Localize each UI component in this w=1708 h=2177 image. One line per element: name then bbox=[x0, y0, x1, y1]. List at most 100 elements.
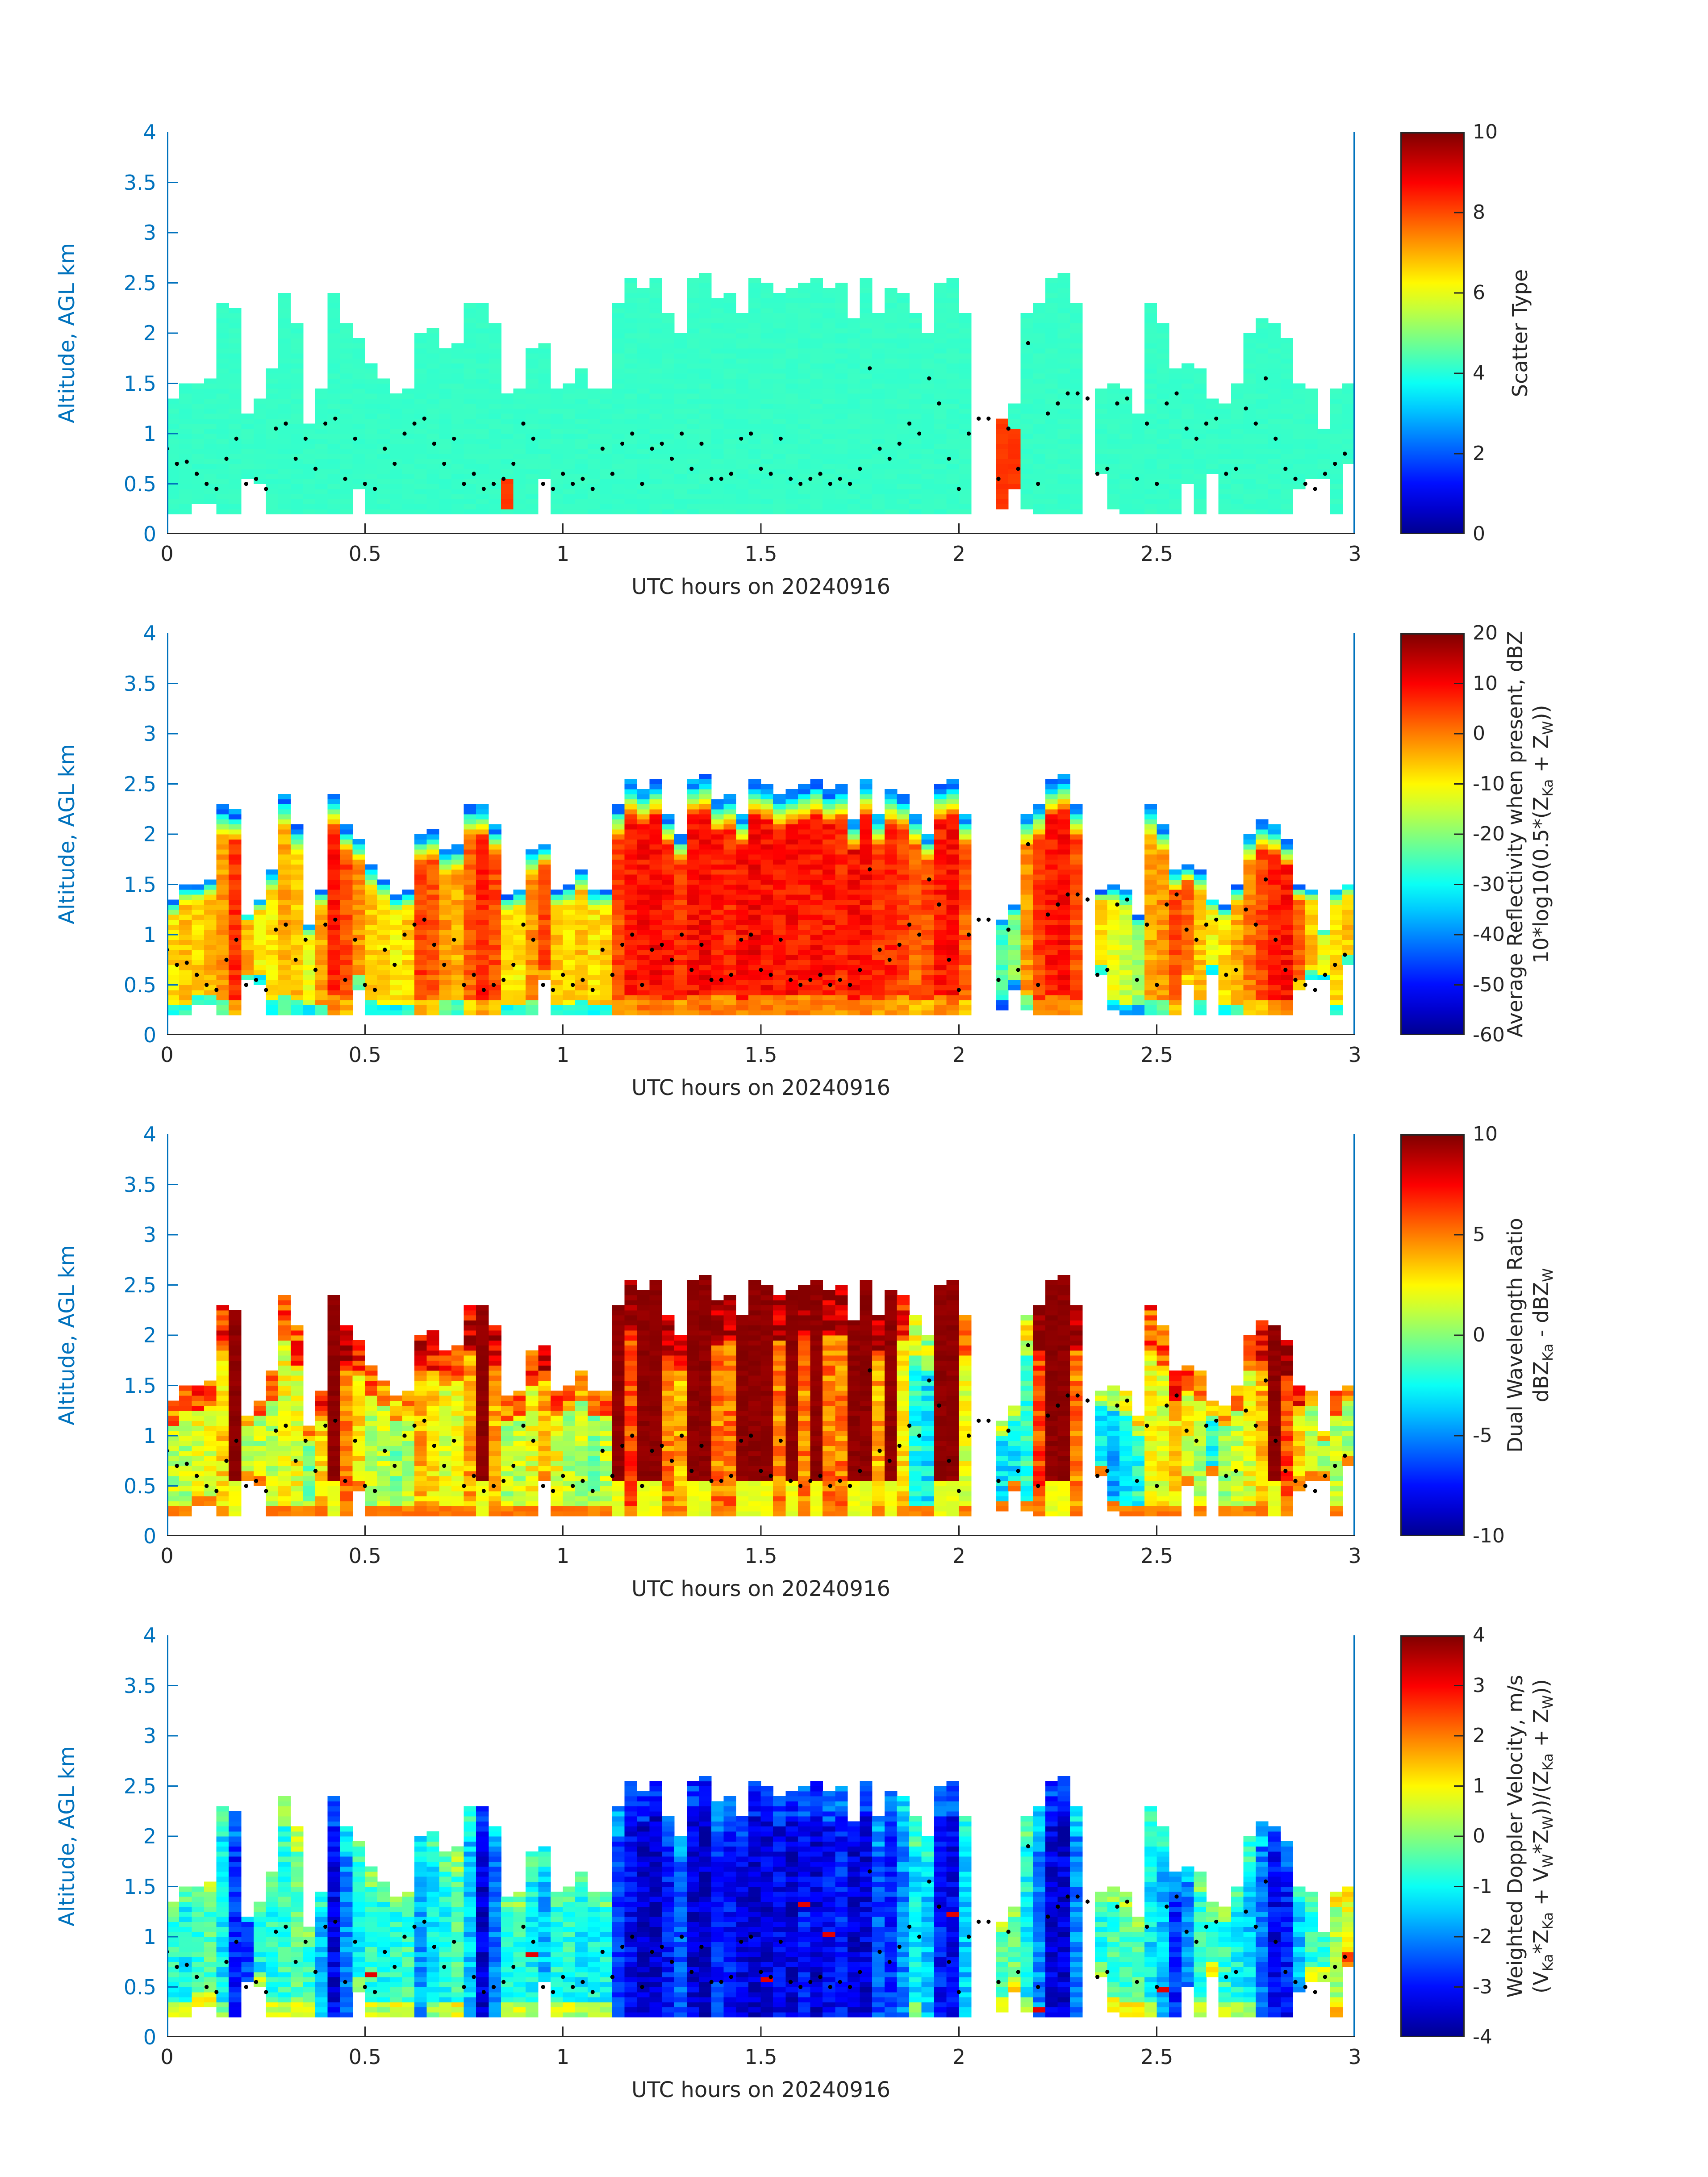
x-tick-label-0.5: 0.5 bbox=[348, 1544, 381, 1568]
y-axis-label: Altitude, AGL km bbox=[54, 1245, 79, 1425]
x-tick-label-3: 3 bbox=[1348, 542, 1361, 566]
x-tick-label-1.5: 1.5 bbox=[744, 1043, 777, 1067]
x-tick-label-0.5: 0.5 bbox=[348, 2045, 381, 2069]
colorbar-tick-average-reflectivity--60: -60 bbox=[1473, 1024, 1505, 1046]
colorbar-title-line: Weighted Doppler Velocity, m/s bbox=[1503, 1675, 1527, 1998]
y-tick-label-0: 0 bbox=[143, 1524, 156, 1548]
colorbar-weighted-doppler-velocity bbox=[1400, 1635, 1465, 2037]
colorbar-tick-dual-wavelength-ratio-0: 0 bbox=[1473, 1324, 1485, 1346]
y-tick-label-1: 1 bbox=[143, 1925, 156, 1949]
x-tick-label-2: 2 bbox=[952, 1544, 965, 1568]
colorbar-tick-weighted-doppler-velocity-4: 4 bbox=[1473, 1624, 1485, 1646]
colorbar-scatter-type bbox=[1400, 132, 1465, 534]
y-tick-label-3: 3 bbox=[143, 1223, 156, 1247]
x-tick-label-3: 3 bbox=[1348, 1043, 1361, 1067]
y-tick-label-0: 0 bbox=[143, 2025, 156, 2049]
x-tick-label-3: 3 bbox=[1348, 1544, 1361, 1568]
y-tick-label-1: 1 bbox=[143, 923, 156, 947]
y-tick-label-4: 4 bbox=[143, 621, 156, 645]
x-tick-label-1: 1 bbox=[556, 2045, 570, 2069]
heatmap-weighted-doppler-velocity bbox=[167, 1635, 1355, 2037]
colorbar-tick-average-reflectivity-20: 20 bbox=[1473, 622, 1498, 644]
x-tick-label-1.5: 1.5 bbox=[744, 542, 777, 566]
y-tick-label-4: 4 bbox=[143, 120, 156, 144]
y-tick-label-2.5: 2.5 bbox=[123, 271, 156, 295]
y-tick-label-1: 1 bbox=[143, 422, 156, 446]
colorbar-tick-scatter-type-2: 2 bbox=[1473, 442, 1485, 465]
y-tick-label-0: 0 bbox=[143, 522, 156, 546]
y-axis-label: Altitude, AGL km bbox=[54, 243, 79, 423]
colorbar-tick-weighted-doppler-velocity--1: -1 bbox=[1473, 1875, 1492, 1898]
colorbar-tick-weighted-doppler-velocity-3: 3 bbox=[1473, 1674, 1485, 1697]
colorbar-title-weighted-doppler-velocity: Weighted Doppler Velocity, m/s (VKa*ZKa +… bbox=[1502, 1675, 1561, 1998]
colorbar-tick-average-reflectivity--20: -20 bbox=[1473, 823, 1505, 845]
y-tick-label-2: 2 bbox=[143, 321, 156, 345]
colorbar-tick-dual-wavelength-ratio-5: 5 bbox=[1473, 1223, 1485, 1246]
x-tick-label-2.5: 2.5 bbox=[1140, 542, 1173, 566]
y-tick-label-4: 4 bbox=[143, 1122, 156, 1146]
y-tick-label-3.5: 3.5 bbox=[123, 170, 156, 195]
x-tick-label-2.5: 2.5 bbox=[1140, 1043, 1173, 1067]
x-tick-label-3: 3 bbox=[1348, 2045, 1361, 2069]
colorbar-title-line: Dual Wavelength Ratio bbox=[1503, 1218, 1527, 1453]
y-axis-label: Altitude, AGL km bbox=[54, 1746, 79, 1926]
y-tick-label-0.5: 0.5 bbox=[123, 1975, 156, 1999]
y-tick-label-0.5: 0.5 bbox=[123, 1474, 156, 1498]
y-tick-label-0.5: 0.5 bbox=[123, 472, 156, 496]
colorbar-tick-weighted-doppler-velocity--3: -3 bbox=[1473, 1975, 1492, 1998]
heatmap-average-reflectivity bbox=[167, 633, 1355, 1035]
colorbar-average-reflectivity bbox=[1400, 633, 1465, 1035]
x-tick-label-1: 1 bbox=[556, 1544, 570, 1568]
heatmap-dual-wavelength-ratio bbox=[167, 1134, 1355, 1536]
y-tick-label-3.5: 3.5 bbox=[123, 1172, 156, 1197]
y-tick-label-0.5: 0.5 bbox=[123, 973, 156, 997]
x-tick-label-0: 0 bbox=[160, 2045, 174, 2069]
colorbar-dual-wavelength-ratio bbox=[1400, 1134, 1465, 1536]
colorbar-tick-dual-wavelength-ratio--10: -10 bbox=[1473, 1525, 1505, 1547]
colorbar-tick-average-reflectivity--30: -30 bbox=[1473, 873, 1505, 896]
x-tick-label-0: 0 bbox=[160, 542, 174, 566]
x-axis-label: UTC hours on 20240916 bbox=[631, 1075, 890, 1100]
y-axis-label: Altitude, AGL km bbox=[54, 744, 79, 924]
colorbar-tick-scatter-type-6: 6 bbox=[1473, 281, 1485, 304]
y-tick-label-0: 0 bbox=[143, 1023, 156, 1047]
x-tick-label-0: 0 bbox=[160, 1043, 174, 1067]
y-tick-label-2: 2 bbox=[143, 1824, 156, 1848]
colorbar-tick-scatter-type-8: 8 bbox=[1473, 201, 1485, 224]
colorbar-tick-scatter-type-0: 0 bbox=[1473, 522, 1485, 545]
x-tick-label-1.5: 1.5 bbox=[744, 1544, 777, 1568]
colorbar-tick-weighted-doppler-velocity-1: 1 bbox=[1473, 1774, 1485, 1797]
colorbar-title-average-reflectivity: Average Reflectivity when present, dBZ 10… bbox=[1502, 631, 1561, 1037]
colorbar-title-dual-wavelength-ratio: Dual Wavelength Ratio dBZKa - dBZW bbox=[1502, 1218, 1561, 1453]
x-tick-label-1: 1 bbox=[556, 1043, 570, 1067]
colorbar-tick-weighted-doppler-velocity-0: 0 bbox=[1473, 1825, 1485, 1847]
x-tick-label-2: 2 bbox=[952, 2045, 965, 2069]
y-tick-label-1: 1 bbox=[143, 1424, 156, 1448]
x-tick-label-2.5: 2.5 bbox=[1140, 1544, 1173, 1568]
x-tick-label-2: 2 bbox=[952, 542, 965, 566]
heatmap-scatter-type bbox=[167, 132, 1355, 534]
y-tick-label-1.5: 1.5 bbox=[123, 872, 156, 897]
y-tick-label-1.5: 1.5 bbox=[123, 1874, 156, 1899]
y-tick-label-1.5: 1.5 bbox=[123, 371, 156, 396]
colorbar-tick-weighted-doppler-velocity--2: -2 bbox=[1473, 1925, 1492, 1948]
y-tick-label-3.5: 3.5 bbox=[123, 671, 156, 696]
colorbar-title-line: Scatter Type bbox=[1508, 269, 1532, 397]
colorbar-tick-average-reflectivity--10: -10 bbox=[1473, 772, 1505, 795]
x-tick-label-2.5: 2.5 bbox=[1140, 2045, 1173, 2069]
colorbar-title-scatter-type: Scatter Type bbox=[1507, 269, 1533, 397]
x-tick-label-0: 0 bbox=[160, 1544, 174, 1568]
colorbar-tick-scatter-type-10: 10 bbox=[1473, 121, 1498, 143]
colorbar-tick-average-reflectivity-10: 10 bbox=[1473, 672, 1498, 695]
y-tick-label-4: 4 bbox=[143, 1623, 156, 1647]
colorbar-tick-average-reflectivity-0: 0 bbox=[1473, 722, 1485, 745]
y-tick-label-1.5: 1.5 bbox=[123, 1373, 156, 1398]
y-tick-label-3: 3 bbox=[143, 221, 156, 245]
x-axis-label: UTC hours on 20240916 bbox=[631, 2077, 890, 2102]
y-tick-label-2.5: 2.5 bbox=[123, 772, 156, 796]
x-axis-label: UTC hours on 20240916 bbox=[631, 1576, 890, 1601]
x-tick-label-0.5: 0.5 bbox=[348, 542, 381, 566]
y-tick-label-2: 2 bbox=[143, 1323, 156, 1347]
